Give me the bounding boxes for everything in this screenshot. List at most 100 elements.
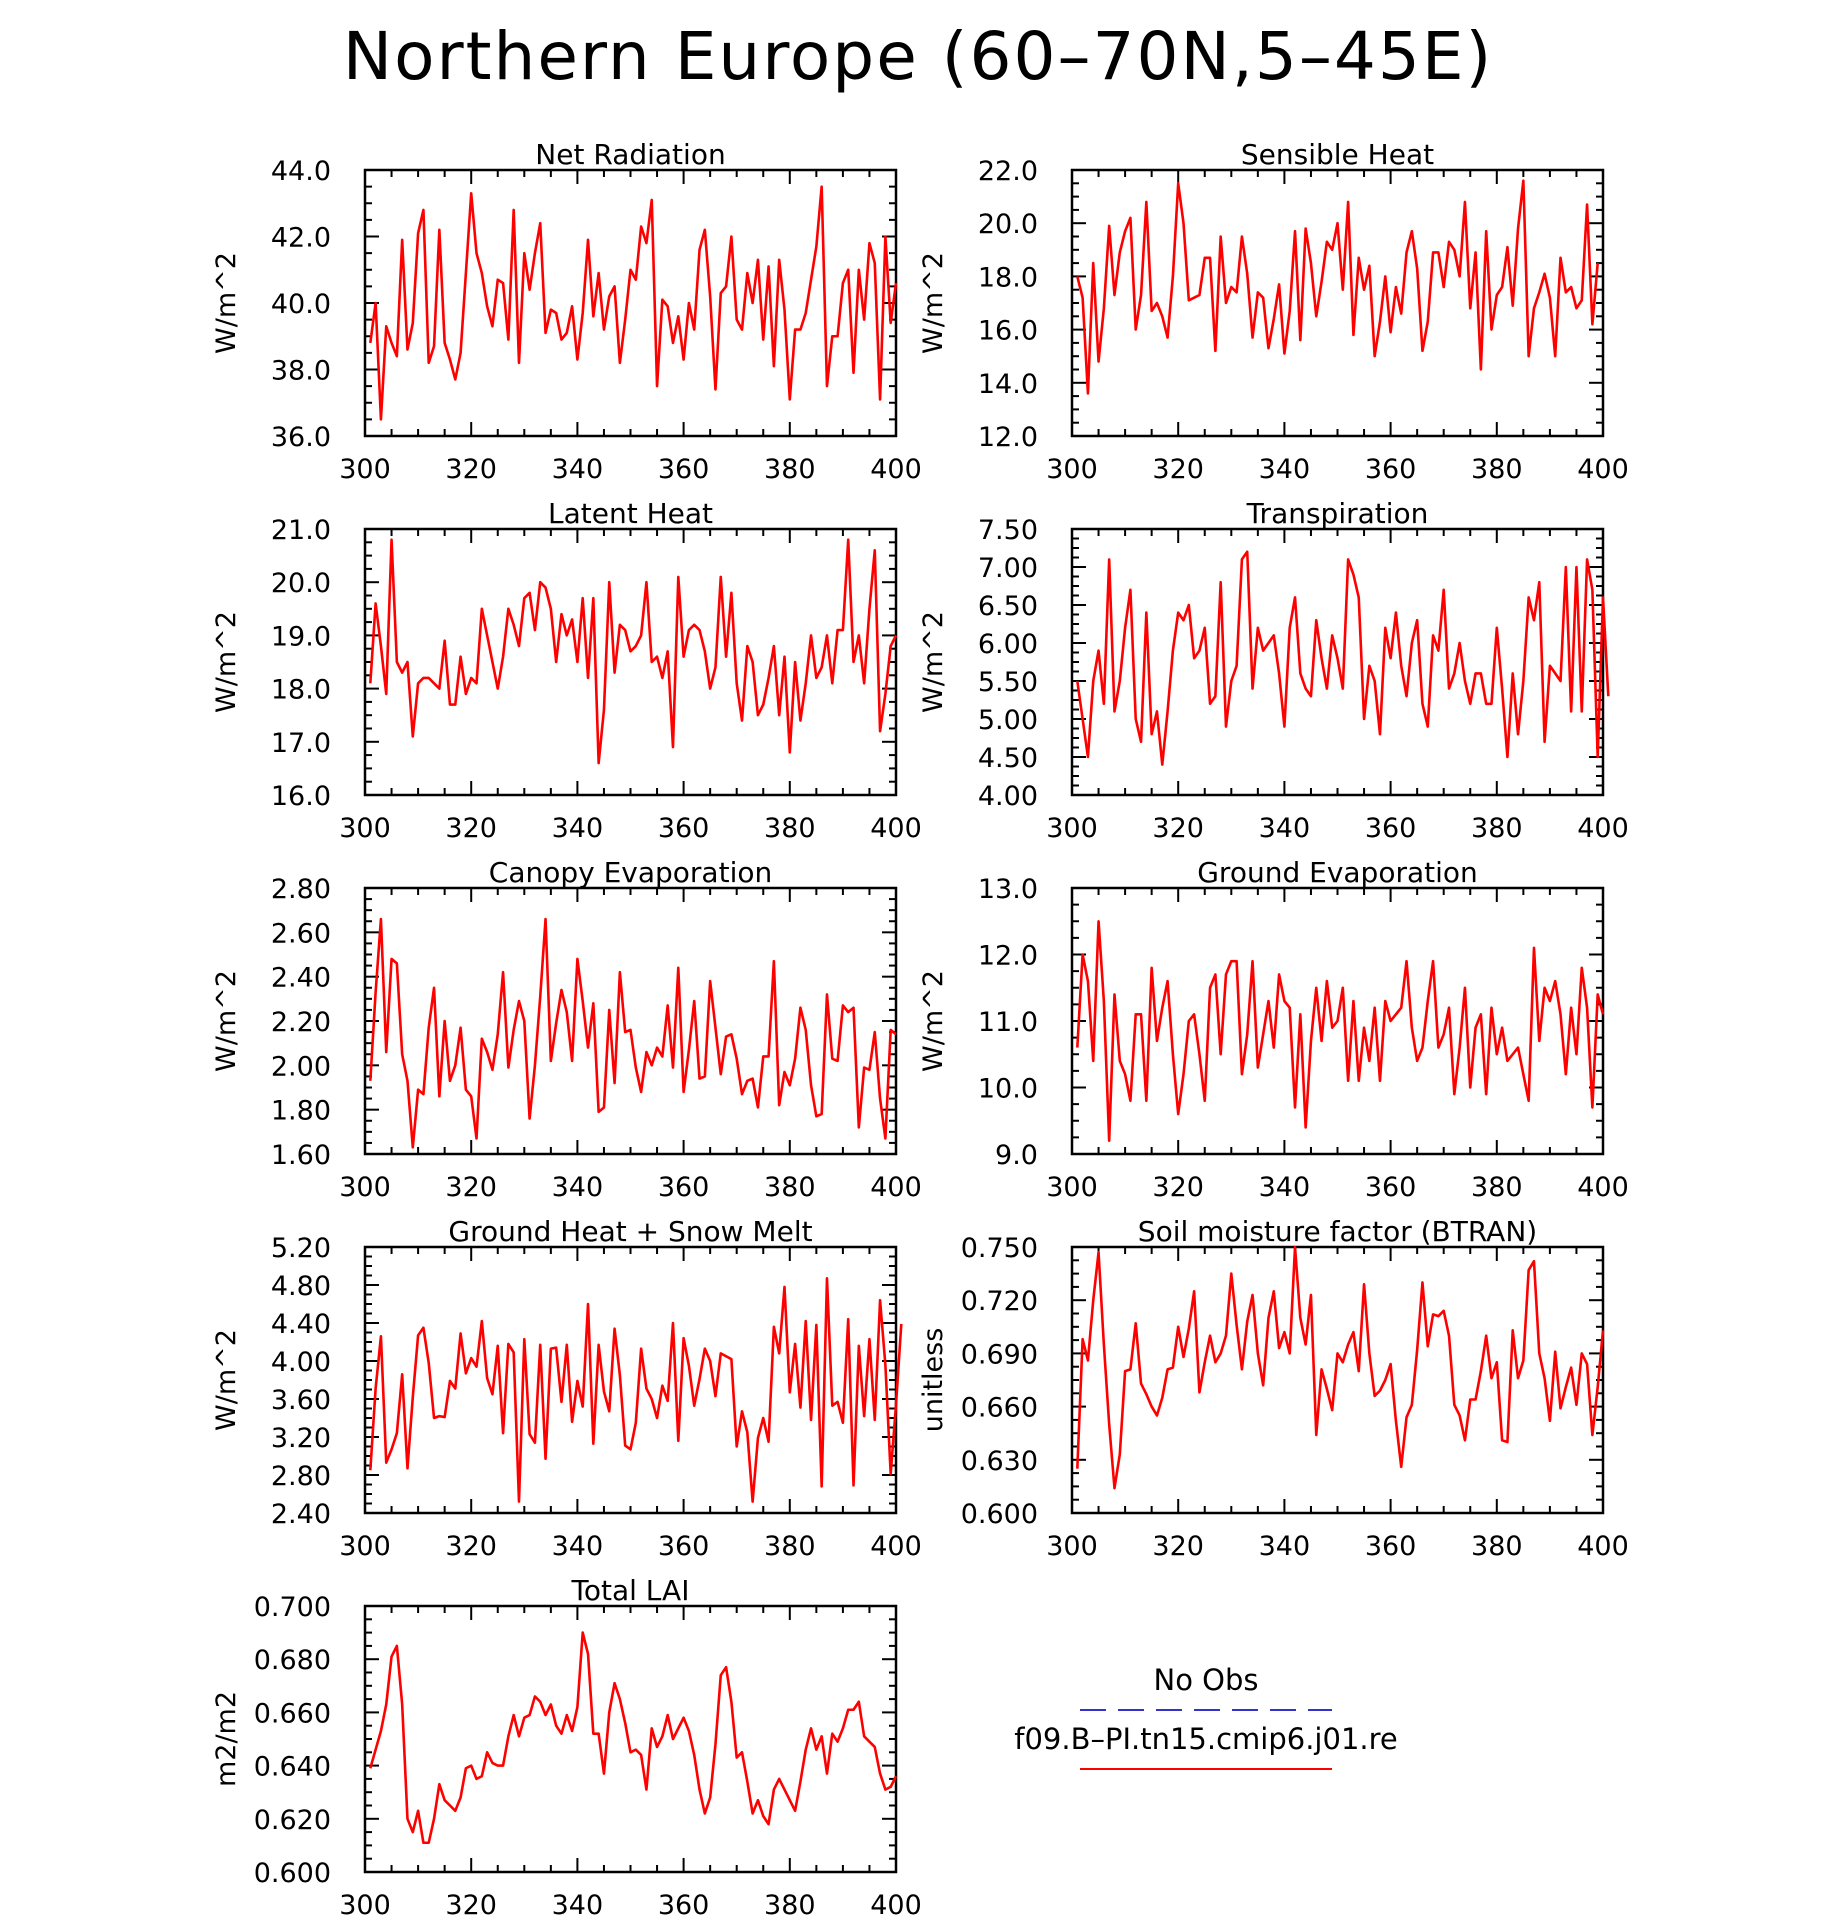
- y-tick-label: 1.60: [271, 1140, 331, 1171]
- y-tick-label: 5.00: [978, 705, 1038, 736]
- panel-title: Total LAI: [571, 1574, 690, 1607]
- x-tick-label: 320: [1152, 1531, 1204, 1562]
- y-tick-label: 5.50: [978, 667, 1038, 698]
- data-series-line: [369, 1631, 898, 1845]
- chart-panel: 300 320 340 360 380 400 16.0 17.0 18.0 19.0 20.0 21…: [211, 497, 922, 844]
- panel-title: Transpiration: [1246, 497, 1429, 530]
- y-tick-label: 3.60: [271, 1385, 331, 1416]
- y-tick-label: 2.40: [271, 1499, 331, 1530]
- x-tick-label: 360: [658, 1531, 710, 1562]
- x-tick-label: 380: [764, 1890, 816, 1921]
- x-tick-label: 380: [764, 1172, 816, 1203]
- x-tick-label: 360: [658, 1890, 710, 1921]
- panel-title: Sensible Heat: [1241, 138, 1434, 171]
- y-tick-label: 36.0: [271, 422, 331, 453]
- y-tick-label: 21.0: [271, 515, 331, 546]
- x-tick-label: 360: [1365, 1531, 1417, 1562]
- plot-frame: [363, 527, 898, 797]
- y-tick-label: 2.20: [271, 1007, 331, 1038]
- y-tick-label: 0.600: [254, 1858, 331, 1889]
- x-tick-label: 360: [1365, 454, 1417, 485]
- x-tick-label: 320: [1152, 454, 1204, 485]
- x-tick-label: 320: [445, 1172, 497, 1203]
- plot-frame: [363, 1604, 898, 1874]
- data-series-line: [369, 1277, 903, 1503]
- y-tick-label: 6.00: [978, 629, 1038, 660]
- x-tick-label: 400: [1577, 1172, 1629, 1203]
- x-tick-label: 380: [764, 813, 816, 844]
- x-tick-label: 380: [1471, 1531, 1523, 1562]
- y-tick-label: 17.0: [271, 728, 331, 759]
- panel-title: Canopy Evaporation: [489, 856, 772, 889]
- y-tick-label: 0.660: [254, 1698, 331, 1729]
- x-tick-label: 340: [552, 1531, 604, 1562]
- chart-panel: 300 320 340 360 380 400 4.00 4.50 5.00 5.50 6.00 6.…: [918, 497, 1629, 844]
- x-tick-label: 320: [1152, 1172, 1204, 1203]
- y-axis-label: W/m^2: [211, 252, 242, 354]
- y-tick-label: 19.0: [271, 621, 331, 652]
- y-axis-label: W/m^2: [918, 970, 949, 1072]
- y-tick-label: 40.0: [271, 289, 331, 320]
- y-tick-label: 6.50: [978, 591, 1038, 622]
- x-tick-label: 300: [339, 1172, 391, 1203]
- y-tick-label: 0.690: [961, 1339, 1038, 1370]
- x-tick-label: 320: [445, 813, 497, 844]
- x-tick-label: 400: [870, 1172, 922, 1203]
- x-tick-label: 400: [1577, 813, 1629, 844]
- y-tick-label: 2.40: [271, 963, 331, 994]
- x-tick-label: 360: [658, 1172, 710, 1203]
- plot-frame: [1070, 1245, 1605, 1515]
- y-tick-label: 18.0: [978, 262, 1038, 293]
- y-tick-label: 2.00: [271, 1051, 331, 1082]
- x-tick-label: 380: [1471, 454, 1523, 485]
- y-tick-label: 11.0: [978, 1007, 1038, 1038]
- y-axis-label: m2/m2: [211, 1691, 242, 1787]
- x-tick-label: 300: [1046, 1531, 1098, 1562]
- x-tick-label: 300: [1046, 1172, 1098, 1203]
- x-tick-label: 340: [1259, 813, 1311, 844]
- y-tick-label: 16.0: [978, 316, 1038, 347]
- y-tick-label: 4.80: [271, 1271, 331, 1302]
- y-tick-label: 22.0: [978, 156, 1038, 187]
- y-tick-label: 4.50: [978, 743, 1038, 774]
- x-tick-label: 360: [658, 813, 710, 844]
- y-tick-label: 4.00: [978, 781, 1038, 812]
- x-tick-label: 340: [552, 813, 604, 844]
- chart-panel: 300 320 340 360 380 400 0.600 0.630 0.660 0.690 0.…: [918, 1215, 1629, 1562]
- x-tick-label: 320: [1152, 813, 1204, 844]
- y-tick-label: 0.660: [961, 1393, 1038, 1424]
- x-tick-label: 360: [1365, 1172, 1417, 1203]
- y-tick-label: 0.750: [961, 1233, 1038, 1264]
- y-tick-label: 4.40: [271, 1309, 331, 1340]
- y-axis-label: unitless: [918, 1328, 949, 1433]
- y-tick-label: 10.0: [978, 1074, 1038, 1105]
- y-tick-label: 12.0: [978, 422, 1038, 453]
- x-tick-label: 300: [1046, 813, 1098, 844]
- x-tick-label: 340: [552, 1172, 604, 1203]
- chart-panel: 300 320 340 360 380 400 2.40 2.80 3.20 3.60 4.00 4.…: [211, 1215, 922, 1562]
- x-tick-label: 400: [870, 813, 922, 844]
- x-tick-label: 400: [1577, 1531, 1629, 1562]
- x-tick-label: 340: [552, 454, 604, 485]
- x-tick-label: 360: [1365, 813, 1417, 844]
- data-series-line: [369, 185, 898, 421]
- x-tick-label: 340: [1259, 1531, 1311, 1562]
- panel-title: Latent Heat: [548, 497, 713, 530]
- x-tick-label: 380: [764, 1531, 816, 1562]
- y-tick-label: 7.00: [978, 553, 1038, 584]
- y-tick-label: 3.20: [271, 1423, 331, 1454]
- y-tick-label: 2.60: [271, 918, 331, 949]
- x-tick-label: 400: [870, 1531, 922, 1562]
- x-tick-label: 400: [870, 454, 922, 485]
- y-tick-label: 13.0: [978, 874, 1038, 905]
- data-series-line: [369, 917, 897, 1149]
- y-tick-label: 20.0: [271, 568, 331, 599]
- y-tick-label: 0.700: [254, 1592, 331, 1623]
- x-tick-label: 380: [1471, 1172, 1523, 1203]
- x-tick-label: 380: [764, 454, 816, 485]
- y-tick-label: 0.600: [961, 1499, 1038, 1530]
- y-tick-label: 42.0: [271, 223, 331, 254]
- x-tick-label: 340: [1259, 1172, 1311, 1203]
- y-tick-label: 14.0: [978, 369, 1038, 400]
- panel-title: Net Radiation: [535, 138, 725, 171]
